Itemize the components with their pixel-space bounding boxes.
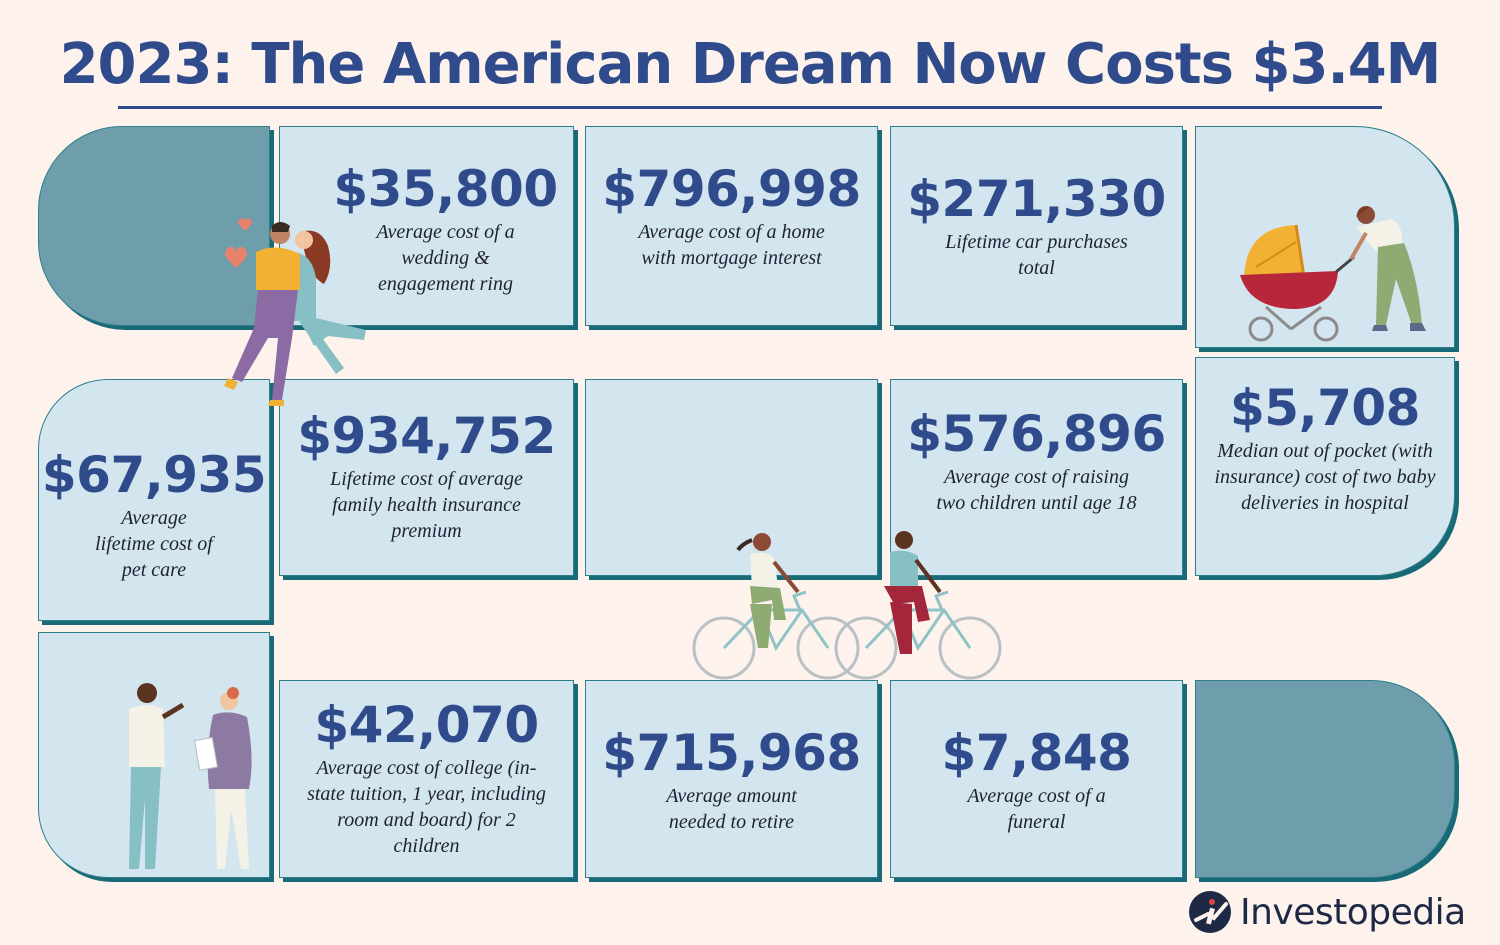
tile-amount: $271,330 [907, 170, 1166, 228]
woman-with-stroller-illustration [1240, 206, 1426, 342]
tile-desc: Average lifetime cost of pet care [95, 507, 213, 581]
tile-desc: Average cost of a funeral [967, 785, 1106, 833]
tile-desc: Lifetime car purchases total [945, 231, 1128, 279]
title-underline [118, 106, 1382, 109]
tile-amount: $5,708 [1230, 379, 1420, 437]
tile-desc: Median out of pocket (with insurance) co… [1214, 440, 1436, 514]
couple-hugging-illustration [224, 218, 366, 406]
tile-desc: Average amount needed to retire [666, 785, 797, 833]
tile-desc: Average cost of raising two children unt… [936, 466, 1137, 514]
tile-children: $576,896 Average cost of raising two chi… [890, 379, 1183, 576]
tile-end [1195, 680, 1455, 878]
tile-retire: $715,968 Average amount needed to retire [585, 680, 878, 878]
tile-amount: $35,800 [333, 160, 558, 218]
tile-desc: Average cost of a wedding & engagement r… [376, 221, 515, 295]
tile-pet: $67,935 Average lifetime cost of pet car… [38, 379, 270, 621]
tile-amount: $576,896 [907, 405, 1166, 463]
tile-wedding: $35,800 Average cost of a wedding & enga… [279, 126, 574, 326]
tile-conversation [38, 632, 270, 878]
tile-health: $934,752 Lifetime cost of average family… [279, 379, 574, 576]
tile-desc: Lifetime cost of average family health i… [330, 468, 523, 542]
tile-amount: $796,998 [602, 160, 861, 218]
couple-talking-illustration [129, 683, 252, 869]
tile-funeral: $7,848 Average cost of a funeral [890, 680, 1183, 878]
investopedia-logo: Investopedia [1188, 888, 1488, 938]
page-title: 2023: The American Dream Now Costs $3.4M [59, 32, 1442, 97]
brand-name: Investopedia [1240, 892, 1466, 933]
tile-home: $796,998 Average cost of a home with mor… [585, 126, 878, 326]
tile-amount: $7,848 [941, 724, 1132, 782]
tile-desc: Average cost of a home with mortgage int… [638, 221, 825, 269]
tile-car: $271,330 Lifetime car purchases total [890, 126, 1183, 326]
tile-amount: $715,968 [602, 724, 861, 782]
tile-amount: $42,070 [314, 696, 539, 754]
tile-empty [585, 379, 878, 576]
investopedia-logo-icon [1189, 891, 1231, 933]
cyclists-illustration [692, 531, 1002, 680]
tile-desc: Average cost of college (in-state tuitio… [307, 757, 546, 857]
tile-amount: $934,752 [297, 407, 556, 465]
tile-start [38, 126, 270, 326]
tile-college: $42,070 Average cost of college (in-stat… [279, 680, 574, 878]
tile-delivery: $5,708 Median out of pocket (with insura… [1195, 357, 1455, 576]
tile-stroller [1195, 126, 1455, 348]
tile-amount: $67,935 [41, 446, 267, 504]
